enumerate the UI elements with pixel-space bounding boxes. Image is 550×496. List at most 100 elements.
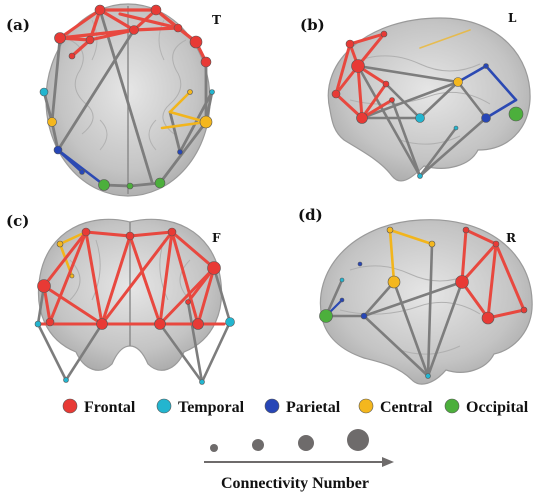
frontal-node [356, 112, 368, 124]
occipital-swatch [444, 398, 460, 414]
edge [356, 64, 364, 120]
edge [200, 320, 232, 384]
edge [178, 90, 214, 154]
occipital-node [319, 309, 333, 323]
legend-item-central: Central [358, 398, 433, 416]
legend-item-occipital: Occipital [444, 398, 529, 416]
edge [360, 98, 394, 120]
brain-left-view [327, 17, 531, 182]
frontal-node [68, 52, 76, 60]
brain-right-view [319, 219, 533, 385]
frontal-node [37, 279, 51, 293]
edge [56, 148, 84, 174]
edge [392, 280, 430, 378]
frontal-node [351, 59, 365, 73]
central-node [69, 273, 75, 279]
edge [170, 230, 200, 326]
parietal-node [483, 63, 489, 69]
edge [50, 36, 62, 124]
scale-marker-small [210, 444, 218, 452]
frontal-node [382, 80, 390, 88]
edge [212, 266, 232, 324]
edge [168, 90, 192, 114]
edge [58, 230, 88, 246]
scale-arrow-head [382, 457, 394, 467]
panel-b: (b) L [300, 11, 531, 182]
edge [98, 8, 154, 184]
edge [464, 228, 498, 246]
legend: Frontal Temporal Parietal Central Occipi… [62, 398, 529, 416]
frontal-node [200, 56, 212, 68]
scale-marker-large [298, 435, 314, 451]
edge [360, 82, 388, 120]
temporal-node [425, 373, 431, 379]
frontal-node [150, 4, 162, 16]
panel-c: (c) F [6, 212, 235, 385]
frontal-node [192, 318, 204, 330]
temporal-node [34, 320, 42, 328]
central-node [199, 115, 213, 129]
edge [460, 280, 490, 320]
edge [486, 242, 498, 320]
central-swatch [358, 398, 374, 414]
frontal-node [54, 32, 66, 44]
frontal-node [125, 231, 135, 241]
edge [456, 80, 488, 120]
frontal-node [85, 35, 95, 45]
legend-label-frontal: Frontal [84, 399, 136, 416]
panel-c-label: (c) [6, 212, 29, 230]
edge [334, 42, 352, 96]
edge [484, 64, 518, 102]
edge [36, 322, 68, 382]
edge [128, 234, 162, 326]
legend-label-temporal: Temporal [178, 399, 245, 416]
edge [128, 230, 174, 238]
scale-marker-medium [252, 439, 264, 451]
edge [84, 230, 132, 238]
edge [58, 28, 136, 40]
parietal-node [360, 312, 368, 320]
connectivity-scale: Connectivity Number [204, 429, 394, 492]
scale-title: Connectivity Number [221, 475, 369, 492]
edge [170, 230, 216, 270]
edge [388, 228, 434, 246]
edges-a [42, 8, 214, 188]
edge [362, 280, 464, 318]
edge [356, 64, 460, 84]
frontal-node [189, 35, 203, 49]
occipital-node [126, 182, 134, 190]
central-node [56, 240, 64, 248]
edge [118, 12, 180, 30]
legend-item-parietal: Parietal [264, 398, 341, 416]
nodes-c [34, 227, 235, 385]
edge [360, 80, 460, 120]
edge [64, 322, 104, 382]
frontal-node [331, 89, 341, 99]
edge [42, 230, 88, 288]
edge [160, 120, 208, 130]
scale-marker-largest [347, 429, 369, 451]
frontal-node [185, 299, 191, 305]
frontal-node [345, 39, 355, 49]
edge [186, 300, 204, 384]
temporal-node [209, 89, 215, 95]
temporal-node [199, 379, 205, 385]
edge [42, 90, 54, 124]
temporal-node [453, 125, 459, 131]
parietal-node [481, 113, 491, 123]
edge [58, 8, 102, 40]
occipital-node [154, 177, 166, 189]
parietal-swatch [264, 398, 280, 414]
edge [484, 98, 518, 120]
parietal-node [177, 149, 183, 155]
temporal-node [39, 87, 49, 97]
edge [390, 98, 422, 178]
temporal-node [415, 113, 425, 123]
edge [426, 242, 434, 378]
frontal-node [520, 306, 528, 314]
frontal-node [173, 23, 183, 33]
frontal-node [94, 4, 106, 16]
legend-item-temporal: Temporal [156, 398, 245, 416]
edge [418, 80, 460, 120]
